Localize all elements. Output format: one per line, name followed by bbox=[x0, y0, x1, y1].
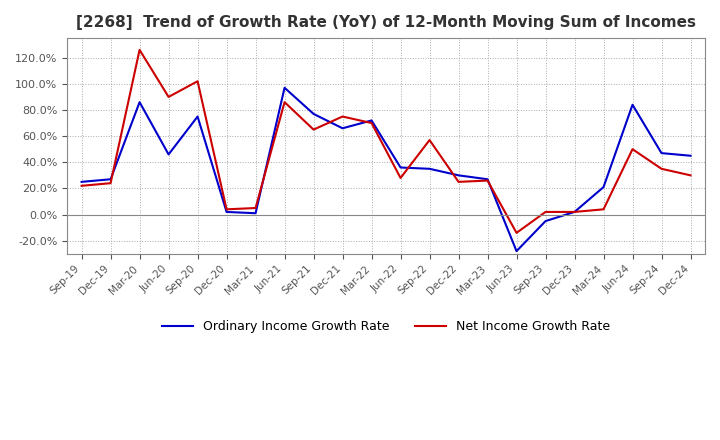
Net Income Growth Rate bbox=[222, 207, 231, 212]
Net Income Growth Rate bbox=[367, 121, 376, 126]
Net Income Growth Rate bbox=[686, 172, 695, 178]
Net Income Growth Rate bbox=[396, 175, 405, 180]
Net Income Growth Rate bbox=[599, 207, 608, 212]
Net Income Growth Rate bbox=[628, 147, 636, 152]
Ordinary Income Growth Rate bbox=[222, 209, 231, 215]
Net Income Growth Rate bbox=[541, 209, 550, 215]
Ordinary Income Growth Rate bbox=[396, 165, 405, 170]
Ordinary Income Growth Rate bbox=[541, 218, 550, 224]
Ordinary Income Growth Rate bbox=[686, 153, 695, 158]
Ordinary Income Growth Rate bbox=[367, 118, 376, 123]
Net Income Growth Rate bbox=[164, 94, 173, 99]
Ordinary Income Growth Rate bbox=[628, 102, 636, 107]
Net Income Growth Rate bbox=[512, 230, 521, 235]
Net Income Growth Rate bbox=[483, 178, 492, 183]
Net Income Growth Rate bbox=[426, 137, 434, 143]
Net Income Growth Rate bbox=[193, 79, 202, 84]
Ordinary Income Growth Rate bbox=[483, 176, 492, 182]
Net Income Growth Rate bbox=[280, 99, 289, 105]
Ordinary Income Growth Rate bbox=[309, 111, 318, 117]
Ordinary Income Growth Rate bbox=[77, 179, 86, 184]
Ordinary Income Growth Rate bbox=[338, 126, 347, 131]
Ordinary Income Growth Rate bbox=[599, 184, 608, 190]
Net Income Growth Rate bbox=[454, 179, 463, 184]
Net Income Growth Rate bbox=[251, 205, 260, 211]
Net Income Growth Rate bbox=[77, 183, 86, 188]
Net Income Growth Rate bbox=[107, 180, 115, 186]
Title: [2268]  Trend of Growth Rate (YoY) of 12-Month Moving Sum of Incomes: [2268] Trend of Growth Rate (YoY) of 12-… bbox=[76, 15, 696, 30]
Line: Net Income Growth Rate: Net Income Growth Rate bbox=[81, 50, 690, 233]
Line: Ordinary Income Growth Rate: Ordinary Income Growth Rate bbox=[81, 88, 690, 251]
Ordinary Income Growth Rate bbox=[657, 150, 666, 156]
Ordinary Income Growth Rate bbox=[454, 172, 463, 178]
Ordinary Income Growth Rate bbox=[193, 114, 202, 119]
Ordinary Income Growth Rate bbox=[164, 152, 173, 157]
Legend: Ordinary Income Growth Rate, Net Income Growth Rate: Ordinary Income Growth Rate, Net Income … bbox=[157, 315, 615, 338]
Net Income Growth Rate bbox=[570, 209, 579, 215]
Net Income Growth Rate bbox=[657, 166, 666, 172]
Ordinary Income Growth Rate bbox=[570, 209, 579, 215]
Ordinary Income Growth Rate bbox=[135, 99, 144, 105]
Ordinary Income Growth Rate bbox=[107, 176, 115, 182]
Net Income Growth Rate bbox=[309, 127, 318, 132]
Ordinary Income Growth Rate bbox=[512, 249, 521, 254]
Net Income Growth Rate bbox=[135, 47, 144, 52]
Ordinary Income Growth Rate bbox=[251, 211, 260, 216]
Net Income Growth Rate bbox=[338, 114, 347, 119]
Ordinary Income Growth Rate bbox=[426, 166, 434, 172]
Ordinary Income Growth Rate bbox=[280, 85, 289, 90]
